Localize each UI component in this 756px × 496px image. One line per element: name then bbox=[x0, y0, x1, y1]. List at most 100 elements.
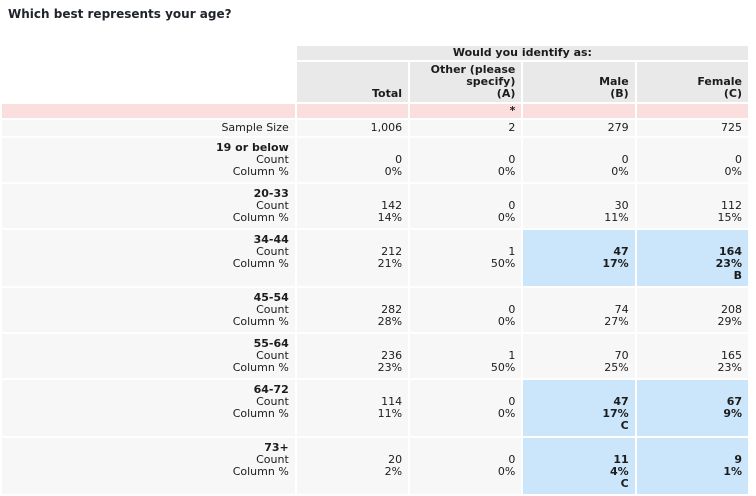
sig-letter: B bbox=[733, 269, 742, 282]
pct-value: 23% bbox=[717, 361, 742, 374]
cell-total: 282 28% bbox=[296, 288, 409, 332]
count-value: 0 bbox=[508, 303, 516, 316]
cell-female: 67 9% bbox=[636, 380, 748, 436]
cell-total: 20 2% bbox=[296, 438, 409, 494]
age-group-label: 45-54 bbox=[253, 291, 289, 304]
column-header-total: Total bbox=[296, 62, 409, 102]
column-pct-label: Column % bbox=[232, 407, 289, 420]
count-value: 0 bbox=[508, 153, 516, 166]
count-value: 165 bbox=[721, 349, 742, 362]
column-header-label: Male bbox=[599, 75, 629, 88]
sample-size-total: 1,006 bbox=[296, 120, 409, 136]
pct-value: 0% bbox=[384, 165, 403, 178]
column-pct-label: Column % bbox=[232, 465, 289, 478]
count-value: 1 bbox=[508, 349, 516, 362]
cell-other: 0 0% bbox=[410, 380, 522, 436]
count-label: Count bbox=[256, 245, 289, 258]
pct-value: 17% bbox=[602, 257, 629, 270]
pct-value: 0% bbox=[497, 315, 516, 328]
pct-value: 17% bbox=[602, 407, 629, 420]
count-value: 112 bbox=[721, 199, 742, 212]
cell-male: 11 4% C bbox=[523, 438, 635, 494]
count-label: Count bbox=[256, 153, 289, 166]
age-group-label: 55-64 bbox=[253, 337, 289, 350]
count-label: Count bbox=[256, 453, 289, 466]
crosstab-table: Would you identify as: Total Other (plea… bbox=[0, 44, 750, 496]
cell-other: 0 0% bbox=[410, 138, 522, 182]
pct-value: 50% bbox=[490, 361, 516, 374]
note-cell-label bbox=[2, 104, 295, 118]
cell-total: 236 23% bbox=[296, 334, 409, 378]
cell-female: 208 29% bbox=[636, 288, 748, 332]
cell-other: 1 50% bbox=[410, 334, 522, 378]
table-row: 73+ Count Column % 20 2% 0 0% 11 4% C 9 … bbox=[2, 438, 748, 494]
table-row: 45-54 Count Column % 282 28% 0 0% 74 27%… bbox=[2, 288, 748, 332]
count-value: 20 bbox=[388, 453, 403, 466]
sig-letter: C bbox=[620, 419, 629, 432]
count-value: 282 bbox=[381, 303, 403, 316]
cell-female: 112 15% bbox=[636, 184, 748, 228]
count-value: 47 bbox=[613, 395, 629, 408]
count-value: 114 bbox=[381, 395, 403, 408]
column-header-label: Other (please bbox=[430, 63, 516, 76]
count-value: 70 bbox=[614, 349, 629, 362]
count-value: 30 bbox=[614, 199, 629, 212]
cell-female: 164 23% B bbox=[636, 230, 748, 286]
pct-value: 0% bbox=[724, 165, 742, 178]
table-row: 19 or below Count Column % 0 0% 0 0% 0 0… bbox=[2, 138, 748, 182]
cell-other: 0 0% bbox=[410, 438, 522, 494]
pct-value: 4% bbox=[609, 465, 629, 478]
cell-female: 0 0% bbox=[636, 138, 748, 182]
pct-value: 0% bbox=[497, 211, 516, 224]
column-pct-label: Column % bbox=[232, 315, 289, 328]
cell-male: 47 17% C bbox=[523, 380, 635, 436]
group-header-row: Would you identify as: bbox=[2, 46, 748, 60]
note-cell-male bbox=[523, 104, 635, 118]
count-value: 0 bbox=[621, 153, 629, 166]
count-label: Count bbox=[256, 303, 289, 316]
pct-value: 27% bbox=[604, 315, 629, 328]
note-row: * bbox=[2, 104, 748, 118]
cell-male: 47 17% bbox=[523, 230, 635, 286]
count-value: 208 bbox=[721, 303, 742, 316]
age-group-label: 20-33 bbox=[253, 187, 289, 200]
row-label-cell: 73+ Count Column % bbox=[2, 438, 295, 494]
note-cell-total bbox=[296, 104, 409, 118]
column-header-other: Other (please specify) (A) bbox=[410, 62, 522, 102]
pct-value: 28% bbox=[377, 315, 403, 328]
pct-value: 0% bbox=[611, 165, 629, 178]
count-value: 11 bbox=[613, 453, 629, 466]
age-group-label: 19 or below bbox=[216, 141, 289, 154]
pct-value: 2% bbox=[384, 465, 403, 478]
note-cell-female bbox=[636, 104, 748, 118]
sample-size-female: 725 bbox=[636, 120, 748, 136]
count-value: 0 bbox=[735, 153, 742, 166]
age-group-label: 34-44 bbox=[253, 233, 289, 246]
column-pct-label: Column % bbox=[232, 361, 289, 374]
pct-value: 23% bbox=[715, 257, 742, 270]
table-row: 34-44 Count Column % 212 21% 1 50% 47 17… bbox=[2, 230, 748, 286]
count-value: 212 bbox=[381, 245, 403, 258]
cell-female: 165 23% bbox=[636, 334, 748, 378]
sample-size-male: 279 bbox=[523, 120, 635, 136]
pct-value: 50% bbox=[490, 257, 516, 270]
column-header-label: Total bbox=[372, 87, 403, 100]
count-value: 1 bbox=[508, 245, 516, 258]
column-header-female: Female (C) bbox=[636, 62, 748, 102]
group-header: Would you identify as: bbox=[296, 46, 748, 60]
pct-value: 29% bbox=[717, 315, 742, 328]
cell-total: 114 11% bbox=[296, 380, 409, 436]
pct-value: 0% bbox=[497, 407, 516, 420]
count-label: Count bbox=[256, 349, 289, 362]
sample-size-row: Sample Size 1,006 2 279 725 bbox=[2, 120, 748, 136]
sample-size-label: Sample Size bbox=[2, 120, 295, 136]
cell-other: 1 50% bbox=[410, 230, 522, 286]
count-value: 142 bbox=[381, 199, 403, 212]
pct-value: 23% bbox=[377, 361, 403, 374]
pct-value: 9% bbox=[723, 407, 742, 420]
cell-other: 0 0% bbox=[410, 288, 522, 332]
sig-letter: C bbox=[620, 477, 629, 490]
count-value: 236 bbox=[381, 349, 403, 362]
count-value: 9 bbox=[734, 453, 742, 466]
cell-total: 0 0% bbox=[296, 138, 409, 182]
